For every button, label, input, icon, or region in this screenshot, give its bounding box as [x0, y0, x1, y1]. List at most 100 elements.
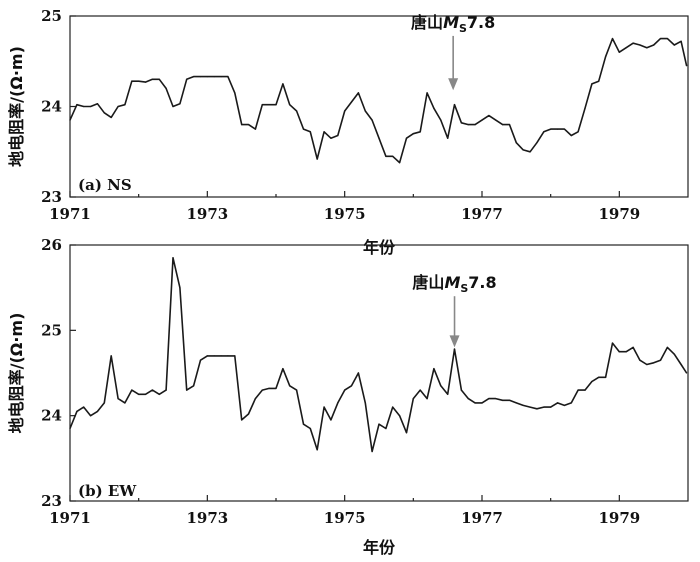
data-point: [522, 149, 524, 151]
data-point: [357, 92, 359, 94]
data-point: [385, 427, 387, 430]
data-point: [488, 398, 490, 400]
data-point: [598, 80, 600, 82]
series-line: [69, 37, 688, 164]
data-point: [323, 131, 325, 133]
data-point: [117, 105, 119, 108]
data-point: [632, 42, 634, 44]
data-point: [481, 119, 483, 121]
data-point: [144, 81, 147, 83]
data-point: [261, 389, 263, 391]
data-point: [639, 359, 641, 361]
data-point: [186, 389, 188, 391]
annotation-magnitude-symbol: M: [444, 273, 460, 292]
data-point: [357, 372, 359, 374]
x-tick-label: 1971: [49, 205, 91, 223]
data-point: [309, 131, 311, 133]
data-point: [316, 449, 318, 451]
data-point: [172, 105, 174, 108]
data-point: [433, 368, 435, 370]
data-point: [302, 423, 305, 425]
data-point: [220, 76, 222, 78]
data-point: [220, 355, 222, 357]
data-point: [639, 44, 641, 46]
x-tick-label: 1973: [186, 509, 228, 527]
x-tick-label: 1977: [461, 205, 503, 223]
annotation-place: 唐山: [411, 13, 443, 32]
data-point: [474, 124, 476, 126]
y-tick-label: 23: [41, 188, 62, 206]
data-point: [323, 406, 325, 408]
data-point: [591, 380, 593, 383]
data-point: [124, 402, 126, 404]
data-point: [282, 83, 284, 85]
x-tick-label: 1979: [598, 509, 640, 527]
data-point: [151, 389, 153, 391]
annotation-magnitude-value: 7.8: [468, 273, 496, 292]
data-point: [385, 155, 387, 157]
data-point: [529, 406, 531, 408]
data-point: [76, 104, 78, 106]
data-point: [158, 393, 160, 395]
data-point: [453, 348, 456, 350]
data-point: [69, 427, 71, 430]
data-point: [515, 402, 517, 404]
data-point: [412, 398, 414, 400]
data-point: [179, 287, 181, 289]
data-point: [405, 137, 408, 139]
data-point: [447, 137, 449, 139]
annotation-arrow-head: [448, 78, 459, 91]
data-point: [543, 406, 545, 408]
data-point: [433, 107, 435, 109]
data-point: [419, 131, 421, 133]
data-point: [598, 376, 600, 378]
data-point: [536, 142, 538, 144]
data-point: [673, 353, 675, 355]
data-point: [268, 387, 270, 389]
data-point: [412, 133, 414, 135]
data-point: [515, 142, 517, 144]
data-point: [666, 346, 669, 348]
x-tick-label: 1975: [324, 509, 366, 527]
data-point: [337, 402, 339, 404]
data-point: [591, 83, 593, 85]
data-point: [83, 105, 85, 108]
data-point: [508, 124, 511, 126]
data-point: [646, 363, 648, 366]
x-tick-label: 1973: [186, 205, 228, 223]
data-point: [138, 80, 140, 82]
data-point: [556, 128, 559, 130]
data-point: [426, 92, 428, 94]
data-point: [611, 38, 614, 40]
data-point: [659, 359, 662, 361]
data-point: [550, 406, 552, 408]
data-point: [605, 56, 607, 58]
data-point: [234, 355, 236, 357]
data-point: [296, 110, 298, 112]
annotation-label: 唐山MS7.8: [411, 13, 495, 35]
data-point: [179, 103, 181, 105]
y-axis-title: 地电阻率/(Ω·m): [7, 313, 26, 434]
data-point: [488, 115, 490, 117]
data-point: [337, 134, 339, 137]
data-point: [405, 432, 408, 434]
data-point: [268, 104, 270, 106]
data-point: [316, 158, 318, 160]
plot-frame: [69, 15, 689, 198]
data-point: [165, 87, 167, 89]
data-point: [302, 128, 305, 130]
data-point: [673, 44, 675, 46]
data-point: [460, 389, 462, 391]
data-point: [103, 112, 105, 114]
data-point: [508, 399, 511, 401]
data-point: [206, 76, 208, 78]
data-point: [289, 104, 291, 106]
data-point: [653, 44, 655, 46]
x-tick-label: 1971: [49, 509, 91, 527]
data-point: [96, 410, 99, 412]
data-point: [213, 76, 215, 78]
data-point: [350, 385, 353, 387]
annotation-magnitude-symbol: M: [443, 13, 459, 32]
data-point: [247, 124, 250, 126]
